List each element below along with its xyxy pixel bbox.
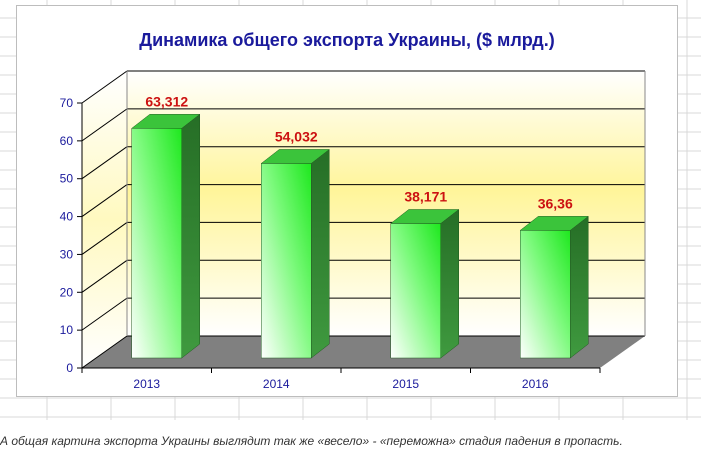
data-label-2013: 63,312 bbox=[145, 93, 188, 109]
data-label-2015: 38,171 bbox=[404, 188, 447, 204]
gridline-side bbox=[81, 108, 128, 142]
x-tick-label-2014: 2014 bbox=[263, 377, 290, 391]
bar-side-2016 bbox=[570, 215, 589, 359]
y-tick-label: 70 bbox=[60, 96, 74, 110]
y-tick-label: 50 bbox=[60, 172, 74, 186]
gridline-side bbox=[81, 259, 128, 293]
caption-text: А общая картина экспорта Украины выгляди… bbox=[0, 434, 623, 448]
y-tick-label: 20 bbox=[60, 285, 74, 299]
y-tick-label: 40 bbox=[60, 210, 74, 224]
data-label-2016: 36,36 bbox=[538, 195, 573, 211]
bar-side-2015 bbox=[440, 208, 459, 359]
bar-side-2014 bbox=[311, 148, 330, 359]
gridline-side bbox=[81, 297, 128, 331]
gridline-side bbox=[81, 184, 128, 217]
y-tick-label: 60 bbox=[60, 134, 74, 148]
data-label-2014: 54,032 bbox=[275, 128, 318, 144]
gridline-side bbox=[81, 335, 128, 369]
gridline-side bbox=[81, 70, 128, 104]
y-tick-label: 10 bbox=[60, 323, 74, 337]
x-tick-label-2016: 2016 bbox=[522, 377, 549, 391]
y-tick-label: 0 bbox=[66, 361, 73, 375]
bar-2013 bbox=[131, 128, 182, 359]
bar-2016 bbox=[520, 230, 571, 359]
bar-2014 bbox=[261, 163, 312, 359]
gridline-side bbox=[81, 146, 128, 180]
x-tick-label-2013: 2013 bbox=[133, 377, 160, 391]
chart-title: Динамика общего экспорта Украины, ($ млр… bbox=[139, 30, 555, 50]
x-tick-label-2015: 2015 bbox=[392, 377, 419, 391]
bar-side-2013 bbox=[181, 113, 200, 359]
y-tick-label: 30 bbox=[60, 247, 74, 261]
side-wall bbox=[82, 71, 127, 368]
floor bbox=[82, 336, 645, 368]
bar-2015 bbox=[390, 223, 441, 359]
gridline-side bbox=[81, 222, 128, 255]
